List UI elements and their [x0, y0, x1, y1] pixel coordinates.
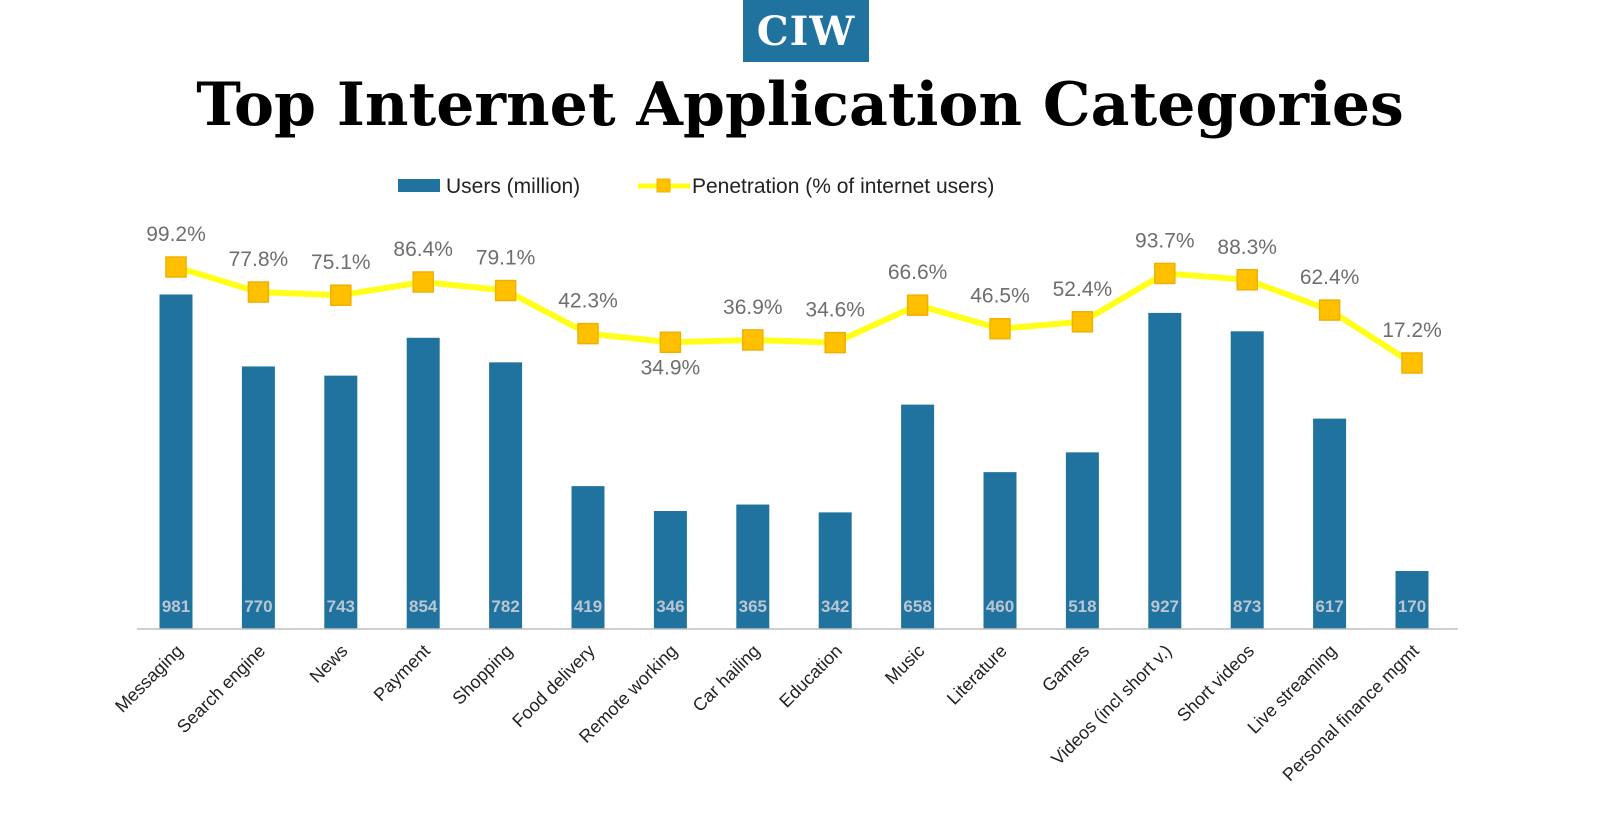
penetration-value-label: 17.2% — [1382, 319, 1442, 342]
penetration-marker-11 — [1071, 311, 1094, 333]
bar-8 — [818, 512, 852, 629]
penetration-value-label: 77.8% — [229, 248, 289, 271]
x-tick-label: Messaging — [111, 641, 187, 717]
bar-6 — [653, 511, 687, 629]
penetration-marker-0 — [165, 256, 187, 278]
x-tick-label: Literature — [943, 641, 1011, 709]
penetration-marker-12 — [1154, 262, 1176, 285]
chart-title: Top Internet Application Categories — [196, 70, 1404, 140]
x-tick-label: Short videos — [1173, 641, 1258, 726]
bar-13 — [1230, 331, 1264, 629]
bar-15 — [1395, 571, 1429, 629]
penetration-value-label: 93.7% — [1135, 229, 1195, 252]
penetration-value-label: 62.4% — [1300, 266, 1360, 289]
penetration-value-labels: 99.2% 77.8% 75.1% 86.4% 79.1% 42.3% 34.9% 36.9%… — [146, 223, 1442, 379]
bar-value-label: 518 — [1068, 597, 1096, 616]
bar-value-label: 617 — [1315, 597, 1343, 616]
bar-9 — [901, 404, 935, 629]
penetration-value-label: 99.2% — [146, 223, 206, 246]
bar-14 — [1313, 418, 1347, 629]
bar-value-label: 460 — [986, 597, 1014, 616]
bar-value-label: 770 — [244, 597, 272, 616]
x-tick-label: Personal finance mgmt — [1279, 641, 1423, 785]
x-tick-label: Games — [1038, 641, 1093, 696]
x-tick-label: Payment — [370, 641, 434, 705]
x-tick-label: Shopping — [448, 641, 516, 709]
bar-value-label: 346 — [656, 597, 684, 616]
penetration-value-label: 36.9% — [723, 296, 783, 319]
penetration-value-label: 88.3% — [1217, 236, 1277, 259]
legend-swatch-penetration-marker — [656, 178, 671, 193]
bar-12 — [1148, 312, 1182, 629]
ciw-logo: CIW — [743, 0, 869, 62]
penetration-marker-13 — [1236, 269, 1258, 291]
bar-value-label: 927 — [1151, 597, 1179, 616]
penetration-marker-8 — [824, 331, 846, 354]
penetration-value-label: 79.1% — [476, 247, 536, 270]
penetration-marker-15 — [1401, 352, 1423, 374]
penetration-value-label: 86.4% — [393, 238, 453, 261]
bar-1 — [241, 366, 275, 629]
penetration-value-label: 34.9% — [641, 356, 701, 379]
penetration-marker-4 — [494, 279, 517, 302]
penetration-marker-1 — [247, 281, 270, 303]
bar-value-label: 981 — [162, 597, 190, 616]
bar-series — [159, 294, 1429, 629]
penetration-value-label: 66.6% — [888, 261, 948, 284]
bar-2 — [324, 375, 358, 629]
penetration-marker-9 — [906, 294, 929, 316]
penetration-marker-3 — [412, 271, 434, 293]
bar-value-label: 854 — [409, 597, 438, 616]
legend-swatch-users — [398, 179, 440, 192]
penetration-value-label: 34.6% — [805, 299, 865, 322]
penetration-marker-6 — [659, 331, 682, 354]
bar-value-label: 365 — [739, 597, 767, 616]
bar-10 — [983, 472, 1017, 629]
penetration-value-label: 75.1% — [311, 251, 371, 274]
penetration-marker-7 — [742, 329, 764, 351]
bar-value-labels: 981 770 743 854 782 419 346 365 342 658 460 518 927 8… — [162, 597, 1426, 616]
penetration-marker-2 — [330, 284, 352, 306]
bar-value-label: 658 — [903, 597, 931, 616]
bar-value-label: 170 — [1398, 597, 1426, 616]
legend-label-penetration: Penetration (% of internet users) — [692, 175, 994, 198]
penetration-marker-10 — [989, 317, 1011, 340]
penetration-series — [165, 256, 1423, 374]
bar-value-label: 782 — [491, 597, 519, 616]
bar-5 — [571, 486, 605, 629]
legend: Users (million) Penetration (% of intern… — [398, 175, 994, 198]
penetration-marker-14 — [1318, 299, 1341, 321]
penetration-value-label: 46.5% — [970, 285, 1030, 308]
x-tick-label: Food delivery — [508, 641, 599, 732]
x-tick-label: Music — [881, 641, 928, 688]
x-tick-label: Education — [775, 641, 846, 712]
x-tick-label: Search engine — [173, 641, 269, 737]
bar-11 — [1065, 452, 1099, 629]
bar-7 — [736, 504, 770, 629]
bar-3 — [406, 337, 440, 629]
x-tick-label: Car hailing — [689, 641, 764, 716]
bar-4 — [489, 362, 523, 629]
penetration-value-label: 52.4% — [1053, 278, 1113, 301]
legend-label-users: Users (million) — [446, 175, 580, 198]
bar-value-label: 873 — [1233, 597, 1261, 616]
bar-0 — [159, 294, 193, 629]
penetration-value-label: 42.3% — [558, 290, 618, 313]
penetration-line — [175, 264, 1414, 366]
bar-value-label: 342 — [821, 597, 849, 616]
bar-value-label: 419 — [574, 597, 602, 616]
x-tick-label: News — [306, 641, 352, 687]
penetration-marker-5 — [577, 322, 599, 345]
bar-value-label: 743 — [327, 597, 355, 616]
